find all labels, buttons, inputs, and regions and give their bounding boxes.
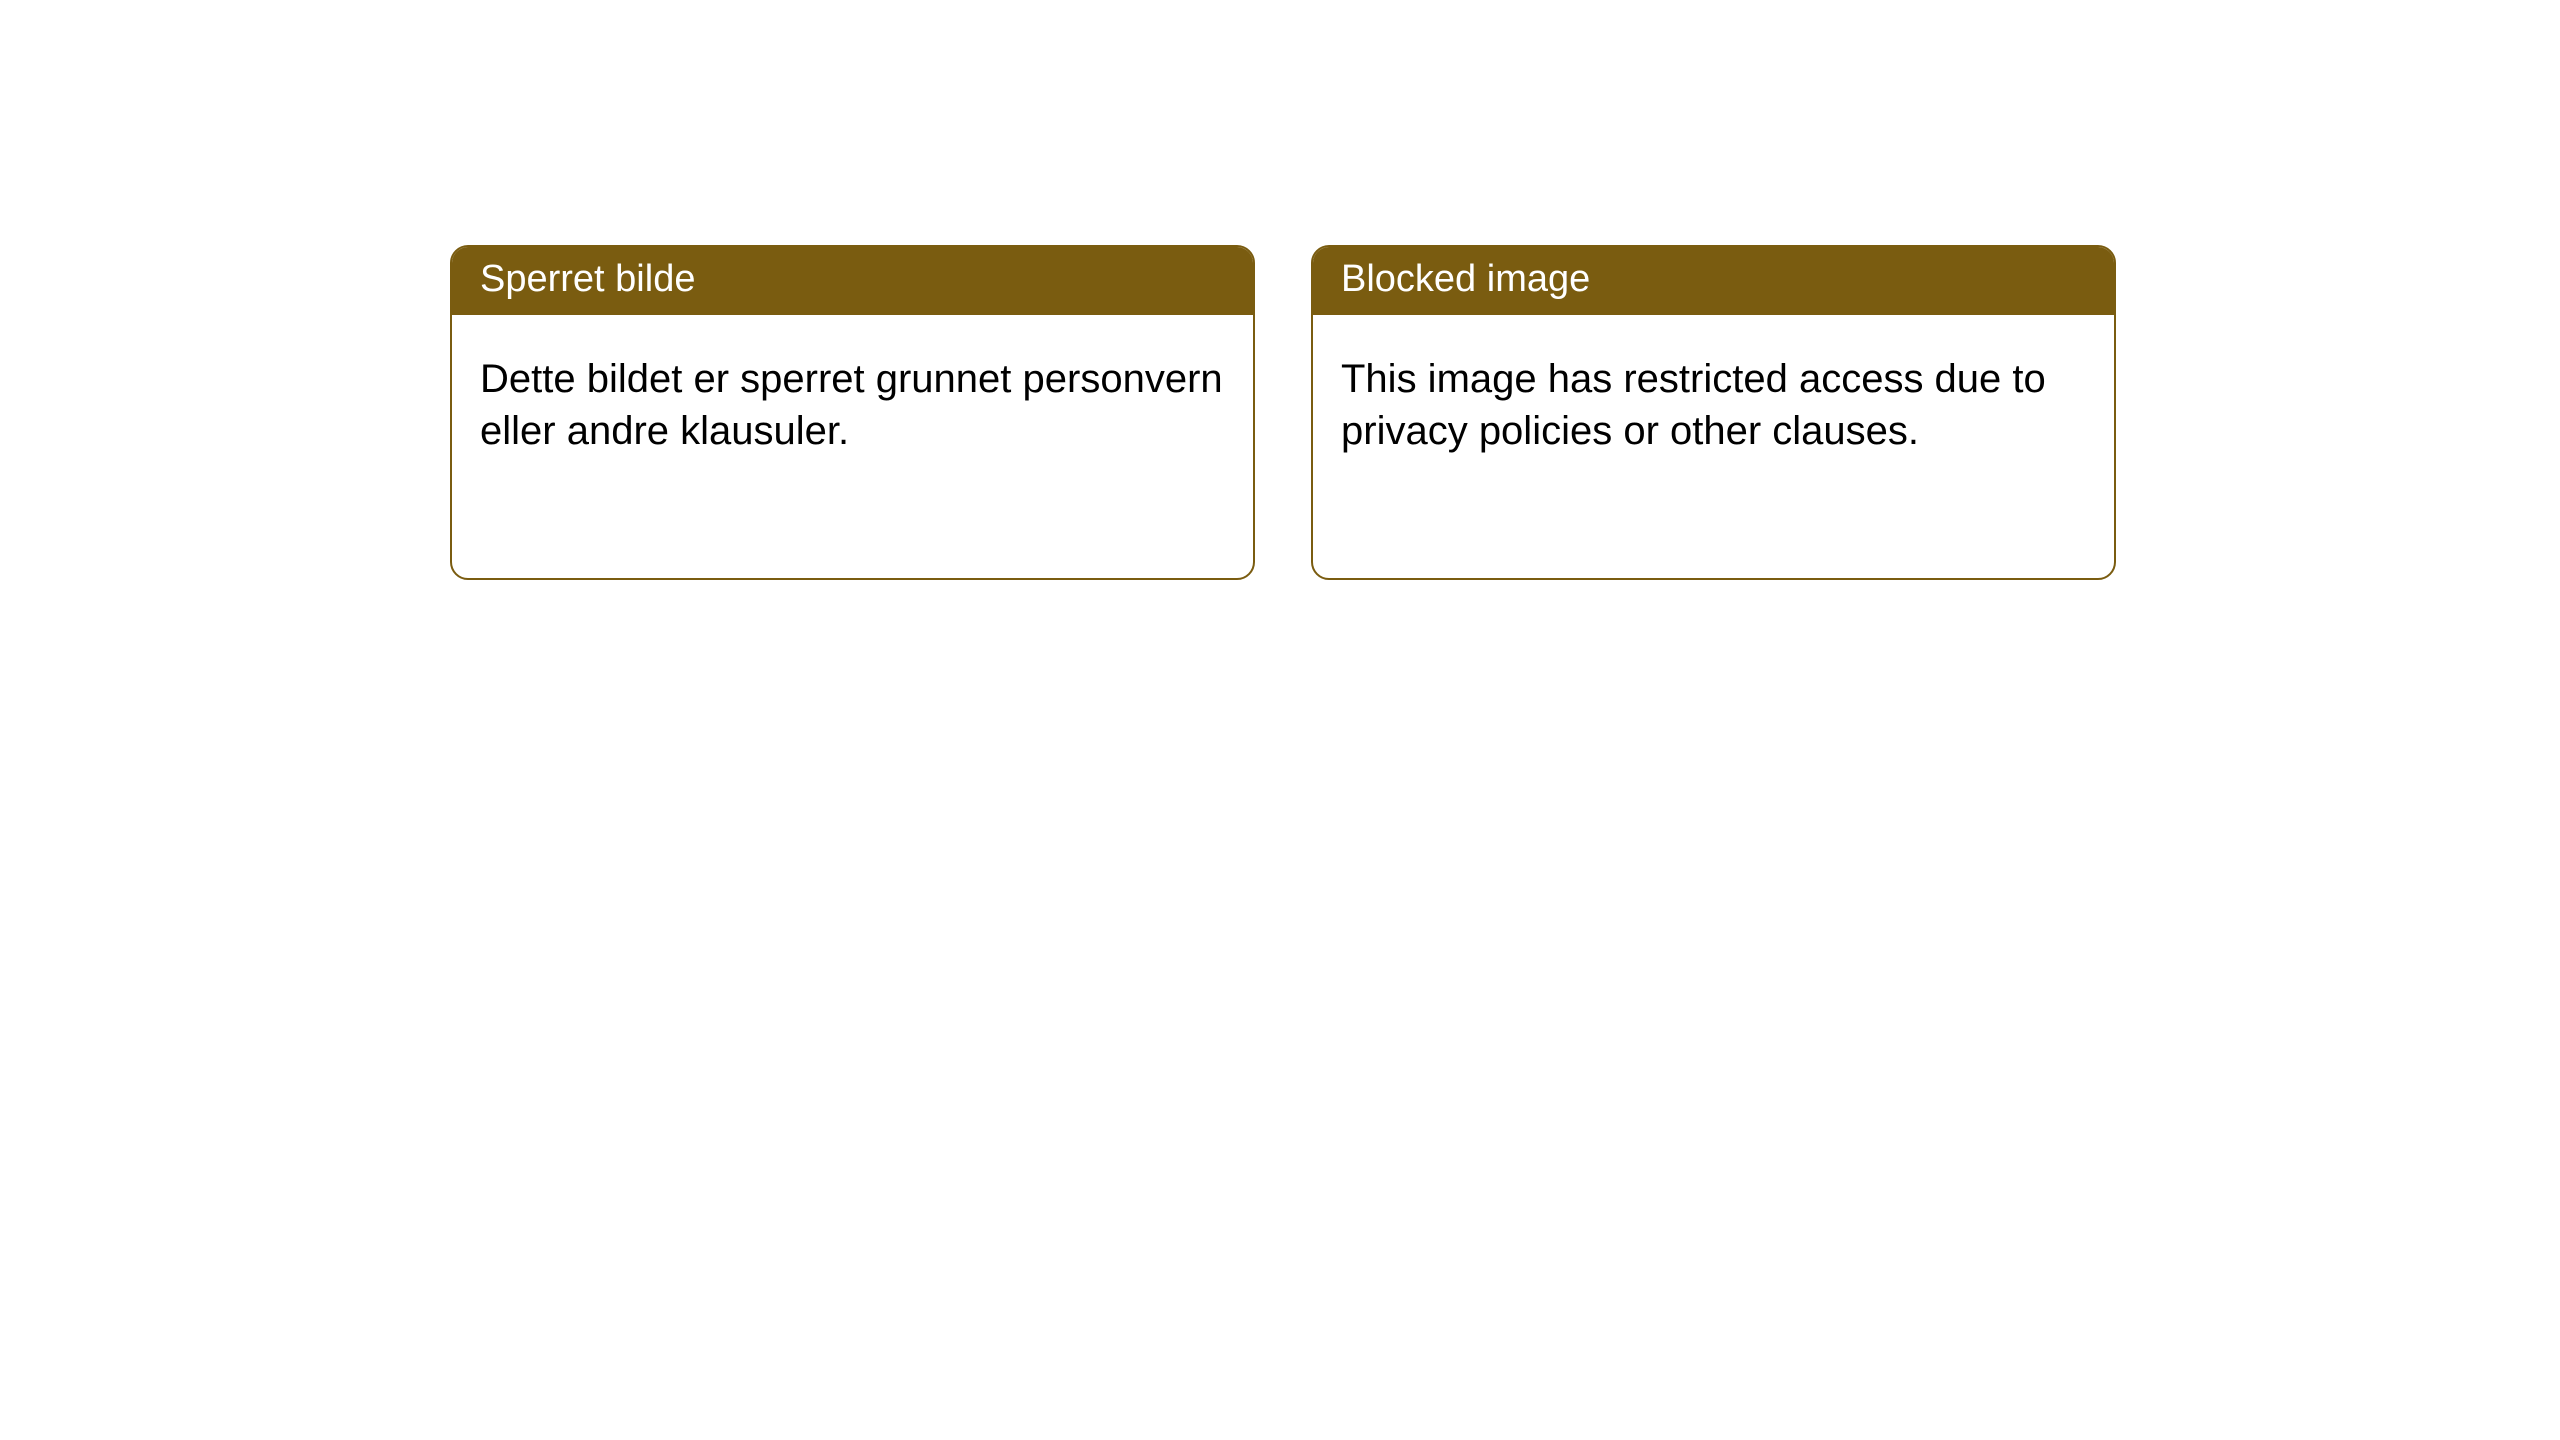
notice-box-norwegian: Sperret bilde Dette bildet er sperret gr… — [450, 245, 1255, 580]
notice-body-norwegian: Dette bildet er sperret grunnet personve… — [452, 315, 1253, 495]
notice-title-norwegian: Sperret bilde — [452, 247, 1253, 315]
notice-title-english: Blocked image — [1313, 247, 2114, 315]
notice-container: Sperret bilde Dette bildet er sperret gr… — [0, 0, 2560, 580]
notice-box-english: Blocked image This image has restricted … — [1311, 245, 2116, 580]
notice-body-english: This image has restricted access due to … — [1313, 315, 2114, 495]
